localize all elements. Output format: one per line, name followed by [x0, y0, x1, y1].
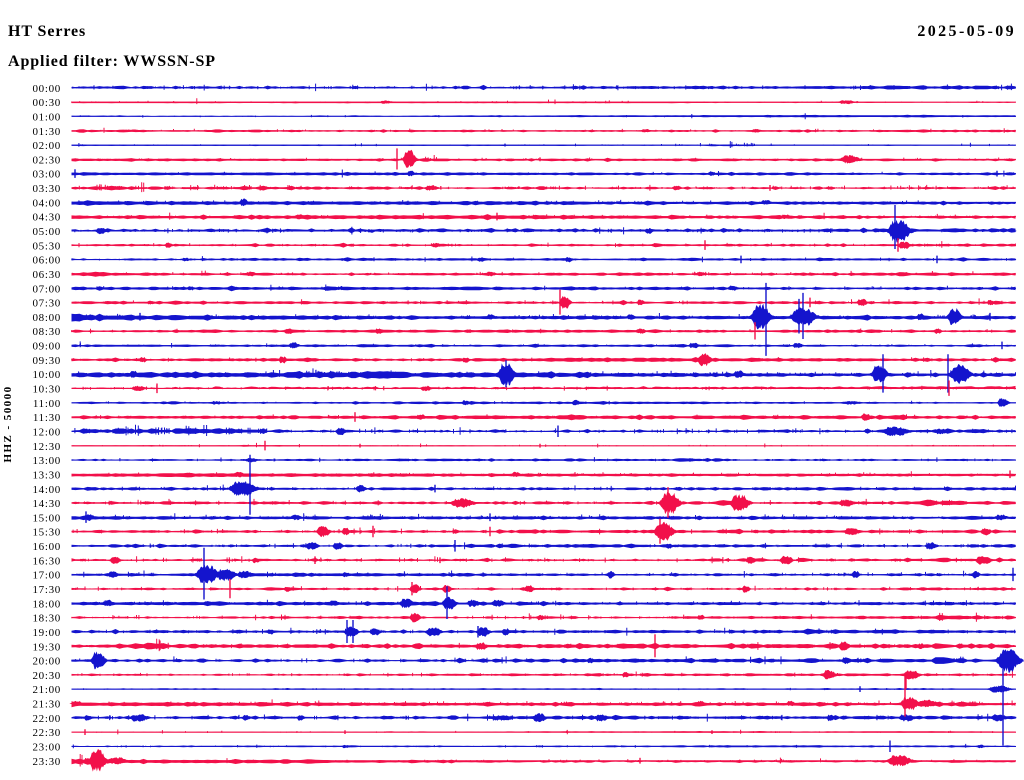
svg-text:09:30: 09:30	[32, 355, 61, 367]
svg-text:22:30: 22:30	[32, 727, 61, 739]
svg-text:HT Serres: HT Serres	[8, 23, 86, 40]
svg-text:15:30: 15:30	[32, 527, 61, 539]
svg-text:21:30: 21:30	[32, 699, 61, 711]
svg-text:01:00: 01:00	[32, 111, 61, 123]
svg-text:02:30: 02:30	[32, 154, 61, 166]
svg-text:14:00: 14:00	[32, 484, 61, 496]
svg-text:09:00: 09:00	[32, 341, 61, 353]
svg-text:11:30: 11:30	[33, 412, 61, 424]
svg-text:01:30: 01:30	[32, 126, 61, 138]
svg-text:16:00: 16:00	[32, 541, 61, 553]
svg-text:06:00: 06:00	[32, 255, 61, 267]
svg-text:07:30: 07:30	[32, 298, 61, 310]
svg-text:20:00: 20:00	[32, 656, 61, 668]
svg-text:16:30: 16:30	[32, 555, 61, 567]
svg-text:00:30: 00:30	[32, 97, 61, 109]
svg-text:03:30: 03:30	[32, 183, 61, 195]
svg-text:04:30: 04:30	[32, 212, 61, 224]
svg-text:03:00: 03:00	[32, 169, 61, 181]
svg-text:19:00: 19:00	[32, 627, 61, 639]
svg-text:18:30: 18:30	[32, 613, 61, 625]
svg-text:10:00: 10:00	[32, 369, 61, 381]
svg-text:23:30: 23:30	[32, 756, 61, 768]
svg-text:20:30: 20:30	[32, 670, 61, 682]
svg-text:11:00: 11:00	[33, 398, 61, 410]
svg-text:15:00: 15:00	[32, 512, 61, 524]
svg-text:2025-05-09: 2025-05-09	[917, 23, 1016, 40]
svg-text:10:30: 10:30	[32, 384, 61, 396]
svg-text:17:00: 17:00	[32, 570, 61, 582]
svg-text:12:30: 12:30	[32, 441, 61, 453]
svg-text:02:00: 02:00	[32, 140, 61, 152]
svg-text:Applied filter: WWSSN-SP: Applied filter: WWSSN-SP	[8, 53, 216, 70]
svg-text:13:30: 13:30	[32, 469, 61, 481]
svg-text:08:00: 08:00	[32, 312, 61, 324]
svg-text:13:00: 13:00	[32, 455, 61, 467]
svg-text:05:30: 05:30	[32, 240, 61, 252]
svg-text:00:00: 00:00	[32, 83, 61, 95]
svg-text:18:00: 18:00	[32, 598, 61, 610]
svg-text:19:30: 19:30	[32, 641, 61, 653]
svg-text:12:00: 12:00	[32, 427, 61, 439]
svg-text:08:30: 08:30	[32, 326, 61, 338]
svg-text:HHZ - 50000: HHZ - 50000	[2, 385, 14, 462]
svg-text:14:30: 14:30	[32, 498, 61, 510]
svg-text:22:00: 22:00	[32, 713, 61, 725]
svg-text:17:30: 17:30	[32, 584, 61, 596]
svg-text:05:00: 05:00	[32, 226, 61, 238]
svg-text:06:30: 06:30	[32, 269, 61, 281]
svg-text:23:00: 23:00	[32, 742, 61, 754]
svg-text:04:00: 04:00	[32, 197, 61, 209]
svg-text:07:00: 07:00	[32, 283, 61, 295]
svg-text:21:00: 21:00	[32, 684, 61, 696]
